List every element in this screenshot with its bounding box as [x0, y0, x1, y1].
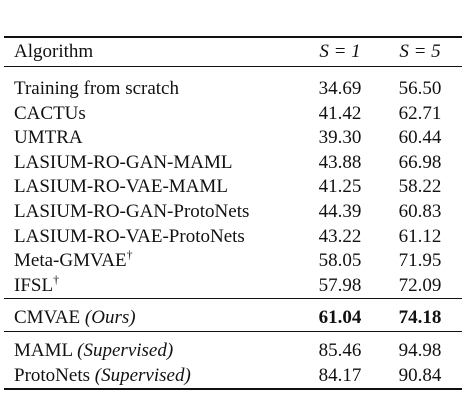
score-s1: 41.25 [318, 176, 362, 198]
score-s1: 43.88 [318, 151, 362, 173]
rule [4, 388, 462, 390]
name: LASIUM-RO-VAE-MAML [14, 176, 228, 198]
algorithm-name: IFSL† [14, 272, 60, 297]
marker: † [53, 272, 60, 287]
algorithm-name: LASIUM-RO-GAN-ProtoNets [14, 201, 249, 223]
name: LASIUM-RO-GAN-MAML [14, 151, 233, 173]
rule [4, 66, 462, 67]
score-s5: 58.22 [398, 176, 442, 198]
name: MAML [14, 340, 73, 361]
score-s1: 43.22 [318, 225, 362, 247]
rule [4, 36, 462, 38]
score-s1: 34.69 [318, 78, 362, 99]
score-s5: 60.44 [398, 127, 442, 149]
name: UMTRA [14, 127, 83, 149]
rule [4, 331, 462, 332]
column-header: Algorithm [14, 41, 94, 62]
score-s1: 85.46 [318, 340, 362, 361]
name: CACTUs [14, 102, 86, 124]
name: ProtoNets [14, 364, 90, 386]
algorithm-name: CACTUs [14, 103, 86, 125]
algorithm-name: ProtoNets (Supervised) [14, 365, 191, 387]
column-header: S = 5 [399, 41, 441, 62]
score-s5: 72.09 [398, 274, 442, 296]
name: Meta-GMVAE [14, 250, 127, 272]
score-s5: 90.84 [398, 364, 442, 386]
score-s1: 41.42 [318, 102, 362, 124]
algorithm-name: Training from scratch [14, 78, 179, 100]
algorithm-name: UMTRA [14, 127, 83, 149]
score-s5: 61.12 [398, 225, 442, 247]
score-s5: 74.18 [398, 307, 442, 329]
algorithm-name: LASIUM-RO-GAN-MAML [14, 152, 233, 174]
name: LASIUM-RO-GAN-ProtoNets [14, 201, 250, 222]
score-s1: 57.98 [318, 274, 362, 296]
algorithm-name: Meta-GMVAE† [14, 247, 133, 272]
score-s1: 58.05 [318, 250, 362, 272]
name: CMVAE [14, 307, 81, 329]
score-s5: 60.83 [398, 201, 442, 222]
note: (Supervised) [94, 364, 191, 386]
algorithm-name: LASIUM-RO-VAE-MAML [14, 176, 228, 198]
score-s5: 56.50 [398, 78, 442, 99]
score-s5: 71.95 [398, 250, 442, 272]
column-header: S = 1 [319, 41, 361, 62]
note: (Ours) [84, 307, 136, 329]
score-s1: 61.04 [318, 307, 362, 329]
rule [4, 298, 462, 300]
note: (Supervised) [77, 340, 174, 361]
score-s5: 66.98 [398, 151, 442, 173]
name: Training from scratch [14, 78, 179, 99]
marker: † [126, 247, 133, 262]
name: IFSL [14, 274, 54, 296]
score-s1: 84.17 [318, 364, 362, 386]
score-s5: 94.98 [398, 340, 442, 361]
algorithm-name: LASIUM-RO-VAE-ProtoNets [14, 226, 245, 248]
score-s1: 44.39 [318, 201, 362, 222]
name: LASIUM-RO-VAE-ProtoNets [14, 225, 245, 247]
score-s5: 62.71 [398, 102, 442, 124]
algorithm-name: MAML (Supervised) [14, 340, 173, 362]
score-s1: 39.30 [318, 127, 362, 149]
algorithm-name: CMVAE (Ours) [14, 307, 136, 329]
